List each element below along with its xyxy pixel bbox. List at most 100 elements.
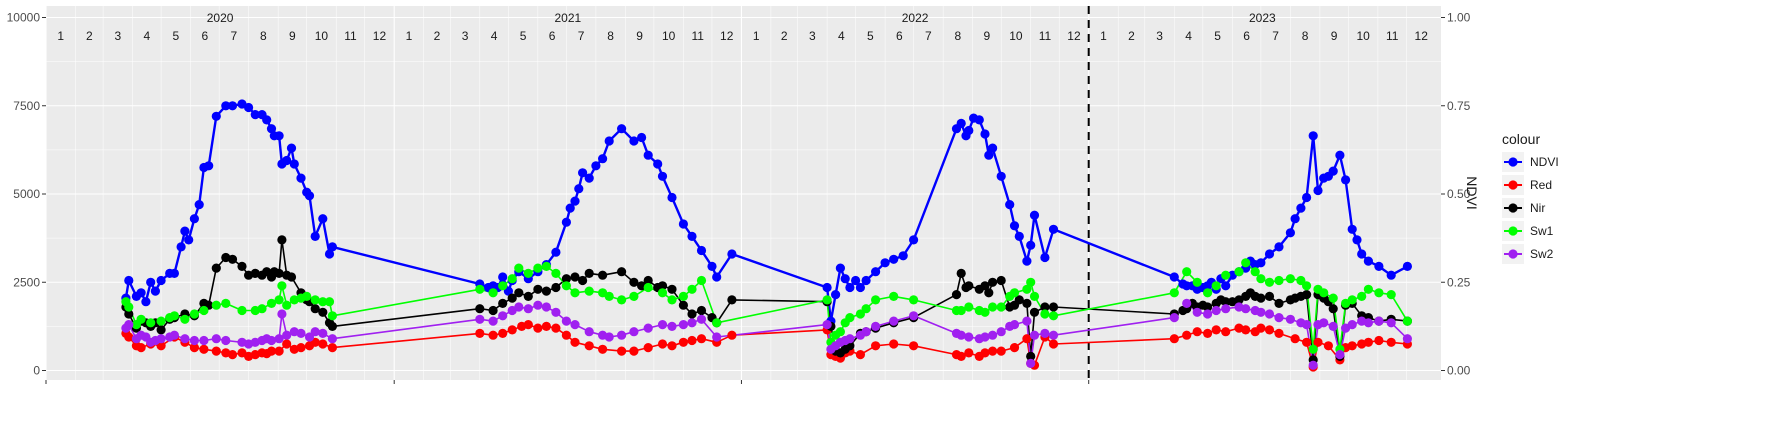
data-point-ndvi <box>657 171 668 181</box>
data-point-ndvi <box>591 161 601 171</box>
data-point-sw1 <box>136 314 146 324</box>
data-point-sw2 <box>1040 328 1050 338</box>
y-right-tick-label: 1.00 <box>1447 11 1471 25</box>
data-point-sw2 <box>1241 304 1251 314</box>
month-label: 12 <box>1415 29 1429 43</box>
data-point-ndvi <box>124 275 134 286</box>
data-point-ndvi <box>840 274 850 284</box>
data-point-red <box>1374 335 1384 346</box>
data-point-ndvi <box>1221 281 1231 291</box>
data-point-sw1 <box>1347 295 1357 305</box>
data-point-sw2 <box>475 314 485 324</box>
data-point-sw2 <box>617 330 627 340</box>
data-point-nir <box>657 281 668 291</box>
data-point-ndvi <box>1374 261 1384 271</box>
legend-label-sw1: Sw1 <box>1530 224 1554 238</box>
data-point-ndvi <box>262 115 272 125</box>
data-point-sw2 <box>1029 330 1040 340</box>
data-point-ndvi <box>565 203 575 213</box>
data-point-nir <box>488 305 498 316</box>
data-point-red <box>1048 339 1059 349</box>
data-point-sw1 <box>871 295 881 305</box>
data-point-sw2 <box>712 332 722 342</box>
data-point-sw1 <box>889 291 899 301</box>
data-point-ndvi <box>1386 270 1396 280</box>
data-point-nir <box>1029 307 1040 317</box>
data-point-red <box>1022 334 1032 344</box>
y-tick-label: 0 <box>33 364 40 378</box>
legend-label-sw2: Sw2 <box>1530 247 1554 261</box>
data-point-sw2 <box>277 309 287 319</box>
data-point-sw1 <box>324 297 335 307</box>
data-point-nir <box>156 325 166 335</box>
data-point-sw2 <box>282 330 292 340</box>
data-point-sw1 <box>302 291 312 301</box>
data-point-ndvi <box>984 150 994 160</box>
data-point-sw2 <box>1402 334 1412 344</box>
data-point-red <box>1264 325 1275 335</box>
data-point-red <box>1290 334 1300 344</box>
month-label: 4 <box>1185 29 1192 43</box>
data-point-ndvi <box>1290 214 1300 224</box>
data-point-sw2 <box>310 327 320 337</box>
y-tick-label: 2500 <box>13 275 40 289</box>
data-point-sw1 <box>1402 316 1412 326</box>
data-point-sw2 <box>584 327 594 337</box>
data-point-sw2 <box>871 321 881 331</box>
month-label: 3 <box>1156 29 1163 43</box>
data-point-red <box>498 328 508 338</box>
year-label: 2023 <box>1249 11 1276 25</box>
data-point-red <box>980 348 990 358</box>
month-label: 4 <box>144 29 151 43</box>
data-point-nir <box>696 305 707 316</box>
data-point-sw2 <box>156 334 166 344</box>
data-point-sw2 <box>678 320 689 330</box>
data-point-sw2 <box>561 316 572 326</box>
data-point-ndvi <box>707 261 717 271</box>
data-point-sw1 <box>327 311 337 321</box>
data-point-red <box>657 339 668 349</box>
year-label: 2021 <box>554 11 581 25</box>
data-point-red <box>909 341 919 351</box>
data-point-sw1 <box>687 284 697 294</box>
data-point-ndvi <box>1048 224 1059 234</box>
data-point-red <box>996 346 1006 356</box>
data-point-ndvi <box>156 275 166 286</box>
data-point-sw1 <box>257 304 267 314</box>
data-point-ndvi <box>964 125 974 136</box>
data-point-red <box>551 323 561 333</box>
data-point-nir <box>318 307 328 317</box>
data-point-nir <box>1256 293 1266 303</box>
data-point-sw2 <box>1026 358 1036 368</box>
data-point-sw1 <box>861 304 871 314</box>
month-label: 10 <box>1009 29 1023 43</box>
data-point-red <box>124 332 134 342</box>
month-label: 9 <box>1331 29 1338 43</box>
data-point-sw1 <box>1192 277 1202 287</box>
data-point-nir <box>1274 298 1284 308</box>
data-point-red <box>1221 327 1231 337</box>
data-point-ndvi <box>974 115 984 125</box>
data-point-nir <box>1048 302 1059 312</box>
data-point-red <box>282 339 292 349</box>
month-label: 10 <box>1356 29 1370 43</box>
data-point-sw1 <box>1029 291 1040 301</box>
data-point-ndvi <box>141 297 151 307</box>
data-point-sw1 <box>584 286 594 296</box>
data-point-ndvi <box>871 267 881 277</box>
month-label: 8 <box>607 29 614 43</box>
month-label: 6 <box>202 29 209 43</box>
data-point-red <box>570 337 580 347</box>
data-point-sw1 <box>1250 267 1260 277</box>
data-point-sw2 <box>199 335 209 346</box>
data-point-red <box>327 343 337 353</box>
data-point-ndvi <box>835 263 846 273</box>
data-point-red <box>871 341 881 351</box>
data-point-ndvi <box>988 143 998 153</box>
data-point-sw2 <box>169 330 179 340</box>
data-point-sw2 <box>327 334 337 344</box>
month-label: 1 <box>406 29 413 43</box>
data-point-red <box>964 348 974 358</box>
